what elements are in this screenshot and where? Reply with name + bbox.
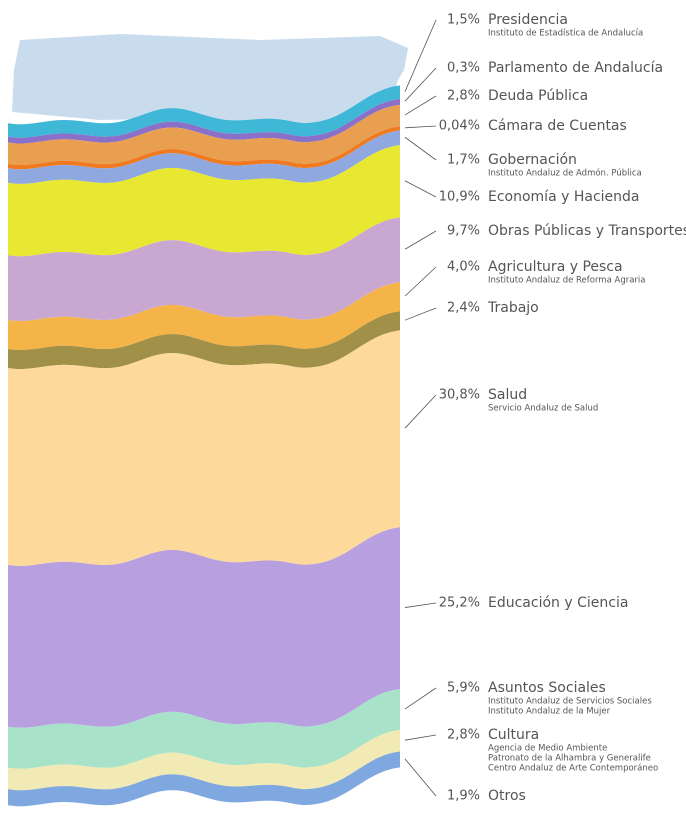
- category-label: Cultura: [488, 727, 539, 743]
- layer: [8, 217, 400, 321]
- category-note: Instituto de Estadística de Andalucía: [488, 29, 643, 39]
- value-label: 30,8%: [439, 388, 480, 403]
- leader-line: [404, 125, 437, 129]
- value-label: 4,0%: [447, 260, 480, 275]
- value-label: 0,04%: [439, 119, 480, 134]
- value-label: 2,8%: [447, 89, 480, 104]
- layer: [8, 330, 400, 566]
- leader-line: [404, 394, 437, 429]
- leader-line: [404, 734, 437, 741]
- category-label: Economía y Hacienda: [488, 189, 639, 205]
- leader-line: [404, 687, 437, 710]
- category-note: Centro Andaluz de Arte Contemporáneo: [488, 764, 658, 774]
- leader-line: [404, 136, 437, 161]
- value-label: 1,5%: [447, 13, 480, 28]
- leader-line: [404, 67, 437, 102]
- category-note: Instituto Andaluz de Admón. Pública: [488, 168, 642, 179]
- layer: [8, 729, 400, 791]
- category-label: Presidencia: [488, 12, 568, 28]
- layer: [8, 282, 400, 350]
- category-label: Asuntos Sociales: [488, 680, 606, 696]
- category-note: Servicio Andaluz de Salud: [488, 404, 598, 414]
- layer: [8, 104, 400, 165]
- category-note: Instituto Andaluz de Reforma Agraria: [488, 276, 645, 286]
- category-note: Agencia de Medio Ambiente: [488, 744, 607, 754]
- leader-line: [404, 230, 437, 250]
- layer: [8, 98, 400, 144]
- category-label: Cámara de Cuentas: [488, 118, 627, 134]
- leader-line: [404, 602, 437, 608]
- leader-line: [404, 180, 437, 198]
- value-label: 5,9%: [447, 681, 480, 696]
- category-note: Instituto Andaluz de Servicios Sociales: [488, 697, 652, 707]
- column-top: [12, 34, 408, 128]
- value-label: 1,7%: [447, 153, 480, 168]
- category-label: Agricultura y Pesca: [488, 259, 623, 275]
- value-label: 9,7%: [447, 224, 480, 239]
- layer: [8, 130, 400, 184]
- layer: [8, 126, 400, 170]
- leader-line: [404, 307, 437, 321]
- layer: [8, 689, 400, 769]
- layer: [8, 85, 400, 138]
- category-label: Trabajo: [487, 300, 539, 316]
- value-label: 1,9%: [447, 789, 480, 804]
- category-label: Parlamento de Andalucía: [488, 60, 663, 76]
- layer: [8, 145, 400, 257]
- category-note: Patronato de la Alhambra y Generalife: [488, 754, 651, 764]
- layer: [8, 311, 400, 369]
- leader-line: [404, 758, 437, 797]
- category-label: Otros: [488, 788, 526, 804]
- category-label: Educación y Ciencia: [488, 595, 628, 611]
- category-label: Obras Públicas y Transportes: [488, 223, 686, 239]
- leader-line: [404, 266, 437, 297]
- value-label: 10,9%: [439, 190, 480, 205]
- value-label: 2,8%: [447, 728, 480, 743]
- value-label: 25,2%: [439, 596, 480, 611]
- category-label: Gobernación: [488, 152, 577, 168]
- layer: [8, 751, 400, 807]
- value-label: 0,3%: [447, 61, 480, 76]
- category-note: Instituto Andaluz de la Mujer: [488, 707, 611, 717]
- category-label: Deuda Pública: [488, 88, 588, 104]
- leader-line: [404, 19, 437, 92]
- layer: [8, 527, 400, 728]
- leader-line: [404, 95, 437, 116]
- category-label: Salud: [488, 387, 527, 403]
- value-label: 2,4%: [447, 301, 480, 316]
